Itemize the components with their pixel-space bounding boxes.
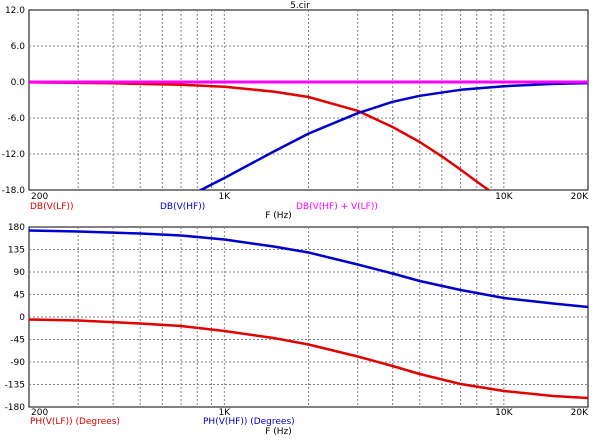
x-tick-label: 20K <box>571 192 589 202</box>
y-tick-label: -90 <box>10 358 25 368</box>
window-title: 5.cir <box>290 1 310 11</box>
y-tick-label: 45 <box>14 291 25 301</box>
y-tick-label: 90 <box>14 268 26 278</box>
y-tick-label: 0 <box>19 313 25 323</box>
series-group <box>29 229 588 400</box>
legend-label: DB(V(LF)) <box>30 202 74 212</box>
series-line-ph-v-lf-degrees- <box>29 318 588 400</box>
y-tick-label: 6.0 <box>11 42 26 52</box>
series-line-db-v-hf- <box>198 81 588 190</box>
x-tick-label: 10K <box>495 408 513 418</box>
series-group <box>29 80 588 190</box>
y-tick-label: -6.0 <box>7 114 25 124</box>
magnitude-panel: 12.0 6.0 0.0 -6.0 -12.0 -18.0 200 1K 10K 20K DB(V(… <box>2 6 589 221</box>
x-tick-label: 200 <box>31 408 48 418</box>
y-tick-label: 12.0 <box>5 6 25 16</box>
legend-label: PH(V(LF)) (Degrees) <box>30 417 120 427</box>
y-tick-label: 0.0 <box>11 78 26 88</box>
x-tick-label: 10K <box>495 192 513 202</box>
x-axis-label: F (Hz) <box>265 427 292 437</box>
gridlines <box>29 227 588 407</box>
series-line-db-v-lf- <box>29 81 491 190</box>
y-tick-label: -180 <box>5 403 26 413</box>
x-tick-label: 1K <box>219 192 232 202</box>
y-tick-label: -45 <box>10 336 25 346</box>
y-tick-label: -12.0 <box>2 150 26 160</box>
phase-panel: 180 135 90 45 0 -45 -90 -135 -180 200 1K 10K 20K PH(V… <box>5 223 590 437</box>
x-tick-label: 1K <box>219 408 232 418</box>
x-tick-label: 200 <box>31 192 48 202</box>
x-axis-label: F (Hz) <box>265 211 292 221</box>
y-tick-label: 180 <box>8 223 25 233</box>
legend-label: DB(V(HF) + V(LF)) <box>296 202 378 212</box>
series-line-ph-v-hf-degrees- <box>29 229 588 309</box>
x-tick-label: 20K <box>571 408 589 418</box>
y-tick-label: -135 <box>5 381 25 391</box>
legend-label: PH(V(HF)) (Degrees) <box>203 417 295 427</box>
legend-label: DB(V(HF)) <box>160 202 205 212</box>
y-tick-label: -18.0 <box>2 186 26 196</box>
y-tick-label: 135 <box>8 246 25 256</box>
